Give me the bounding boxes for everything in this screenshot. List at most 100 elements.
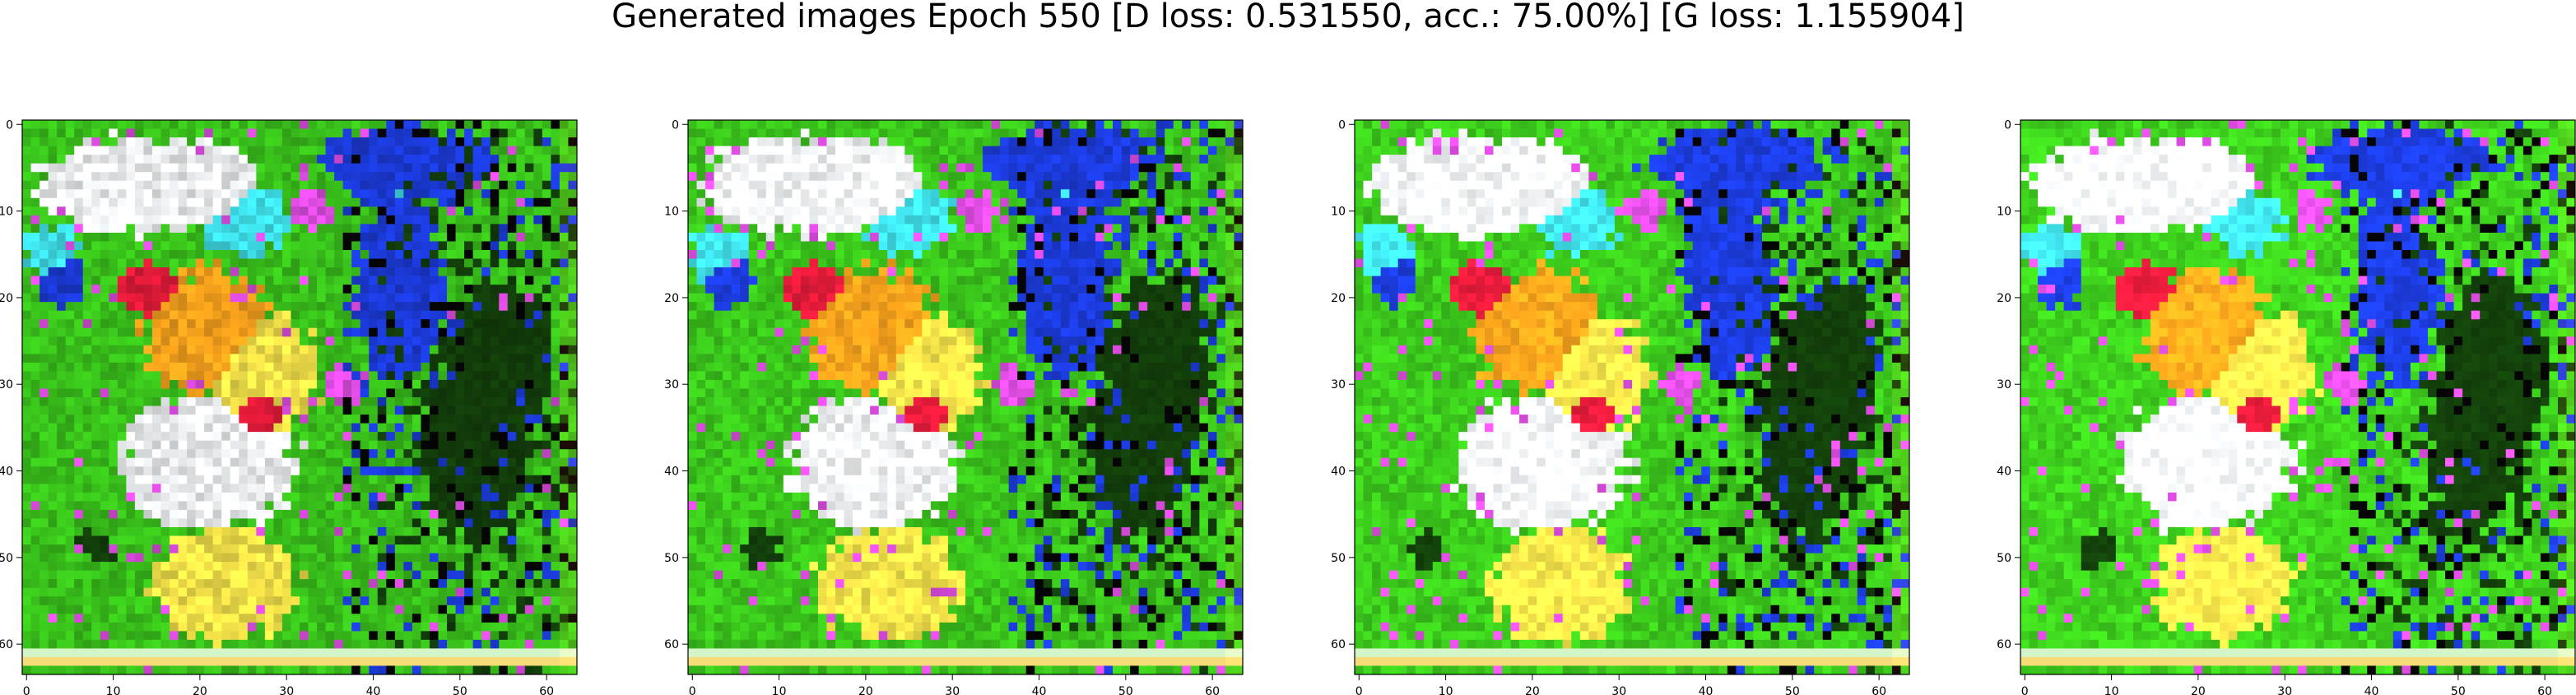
image-pixel xyxy=(360,535,370,545)
image-pixel xyxy=(264,570,274,580)
image-pixel xyxy=(861,146,871,155)
image-pixel xyxy=(351,310,361,320)
image-pixel xyxy=(1121,146,1131,155)
image-pixel xyxy=(826,128,836,138)
image-pixel xyxy=(160,155,170,164)
image-pixel xyxy=(1207,206,1217,216)
image-pixel xyxy=(939,197,949,207)
image-pixel xyxy=(1069,163,1079,173)
image-pixel xyxy=(1086,189,1096,199)
image-pixel xyxy=(516,587,526,597)
image-pixel xyxy=(264,405,274,415)
image-pixel xyxy=(551,345,560,354)
image-pixel xyxy=(551,172,560,182)
image-pixel xyxy=(100,492,109,502)
image-pixel xyxy=(247,648,257,658)
image-pixel xyxy=(100,648,109,658)
image-pixel xyxy=(507,423,517,433)
image-pixel xyxy=(170,206,179,216)
image-pixel xyxy=(100,336,109,346)
image-pixel xyxy=(48,457,58,467)
image-pixel xyxy=(1095,163,1104,173)
image-pixel xyxy=(895,180,905,190)
image-pixel xyxy=(481,215,491,225)
image-pixel xyxy=(317,440,326,450)
image-pixel xyxy=(264,423,274,433)
image-pixel xyxy=(57,509,67,519)
image-pixel xyxy=(126,206,136,216)
image-pixel xyxy=(542,293,551,303)
image-pixel xyxy=(1052,128,1062,138)
image-pixel xyxy=(342,379,352,389)
image-pixel xyxy=(983,163,992,173)
image-pixel xyxy=(221,484,231,493)
image-pixel xyxy=(273,388,283,398)
image-pixel xyxy=(421,336,430,346)
image-pixel xyxy=(291,518,300,528)
image-pixel xyxy=(91,553,101,563)
image-pixel xyxy=(117,327,127,337)
image-pixel xyxy=(317,310,326,320)
image-pixel xyxy=(559,614,569,623)
image-pixel xyxy=(351,518,361,528)
image-pixel xyxy=(568,163,578,173)
image-pixel xyxy=(187,614,196,623)
image-pixel xyxy=(170,614,179,623)
image-pixel xyxy=(187,518,196,528)
image-pixel xyxy=(412,449,421,459)
x-tick-label: 40 xyxy=(366,685,381,695)
image-pixel xyxy=(178,492,188,502)
image-pixel xyxy=(40,518,49,528)
image-pixel xyxy=(369,492,379,502)
image-pixel xyxy=(317,509,326,519)
image-pixel xyxy=(887,180,897,190)
image-pixel xyxy=(126,466,136,476)
image-pixel xyxy=(533,163,543,173)
image-pixel xyxy=(394,172,404,182)
image-pixel xyxy=(757,197,767,207)
image-pixel xyxy=(143,319,153,329)
image-pixel xyxy=(308,415,318,424)
image-pixel xyxy=(264,379,274,389)
image-pixel xyxy=(212,206,222,216)
image-pixel xyxy=(221,293,231,303)
image-pixel xyxy=(57,631,67,641)
image-pixel xyxy=(542,605,551,614)
image-pixel xyxy=(826,206,836,216)
image-pixel xyxy=(170,553,179,563)
image-pixel xyxy=(342,327,352,337)
image-pixel xyxy=(334,371,344,381)
image-pixel xyxy=(1225,146,1235,155)
image-pixel xyxy=(30,457,40,467)
image-pixel xyxy=(939,137,949,146)
image-pixel xyxy=(30,285,40,294)
image-pixel xyxy=(134,587,144,597)
image-pixel xyxy=(551,440,560,450)
image-pixel xyxy=(117,293,127,303)
image-pixel xyxy=(221,249,231,259)
image-pixel xyxy=(334,492,344,502)
image-pixel xyxy=(22,276,31,285)
image-pixel xyxy=(74,215,84,225)
image-pixel xyxy=(1035,189,1044,199)
image-pixel xyxy=(438,310,448,320)
image-pixel xyxy=(143,388,153,398)
image-pixel xyxy=(922,155,932,164)
image-pixel xyxy=(1077,224,1087,234)
image-pixel xyxy=(230,293,239,303)
image-pixel xyxy=(126,146,136,155)
image-pixel xyxy=(325,526,335,536)
image-pixel xyxy=(65,440,75,450)
image-pixel xyxy=(870,215,880,225)
image-pixel xyxy=(109,163,119,173)
image-pixel xyxy=(421,631,430,641)
image-pixel xyxy=(334,535,344,545)
image-pixel xyxy=(1234,120,1244,129)
image-pixel xyxy=(861,215,871,225)
image-pixel xyxy=(264,605,274,614)
image-pixel xyxy=(195,457,205,467)
image-pixel xyxy=(187,267,196,276)
image-pixel xyxy=(429,484,439,493)
image-pixel xyxy=(947,128,957,138)
